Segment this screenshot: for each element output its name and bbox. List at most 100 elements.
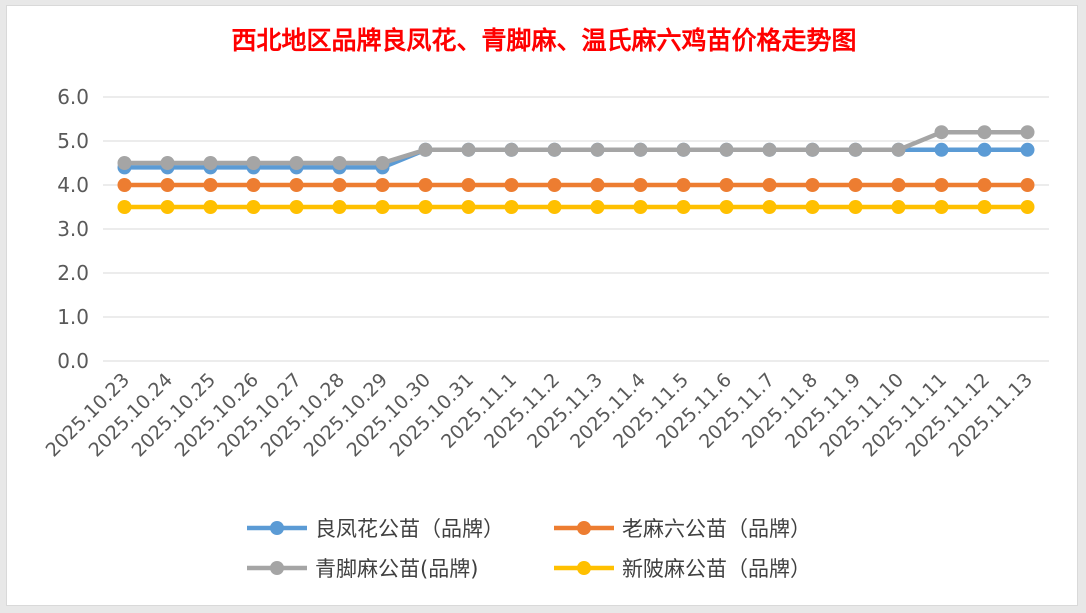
data-point [504,178,519,192]
y-tick-label: 4.0 [57,173,89,197]
legend-swatch-marker [270,521,284,535]
data-point [375,200,390,214]
legend-swatch-marker [270,561,284,575]
data-point [590,142,605,157]
data-point [203,178,218,192]
data-point [246,156,261,170]
legend-item: 老麻六公苗（品牌） [554,517,811,541]
data-point [977,142,992,157]
data-point [977,178,992,192]
data-point [160,178,175,192]
data-point [891,142,906,157]
data-point [289,200,304,214]
data-point [203,200,218,214]
legend-label: 良凤花公苗（品牌） [315,517,504,541]
data-point [977,125,992,140]
data-point [719,200,734,214]
legend-label: 新陂麻公苗（品牌） [622,557,811,581]
data-point [504,142,519,157]
data-point [762,178,777,192]
legend-label: 青脚麻公苗(品牌) [315,557,478,581]
data-point [160,200,175,214]
data-point [289,178,304,192]
data-point [160,156,175,170]
legend-item: 良凤花公苗（品牌） [247,517,504,541]
data-point [332,156,347,170]
series-line [124,129,1028,166]
data-point [633,142,648,157]
data-point [418,200,433,214]
data-point [375,156,390,170]
data-point [848,142,863,157]
data-point [934,142,949,157]
data-point [1020,200,1035,214]
data-point [934,125,949,140]
series-1 [117,178,1035,192]
data-point [676,200,691,214]
data-point [848,200,863,214]
data-point [762,142,777,157]
y-tick-label: 5.0 [57,129,89,153]
data-point [461,178,476,192]
y-tick-label: 0.0 [57,349,89,373]
y-tick-label: 3.0 [57,217,89,241]
data-point [461,142,476,157]
data-point [117,200,132,214]
data-point [332,178,347,192]
data-point [547,178,562,192]
data-point [418,178,433,192]
data-point [504,200,519,214]
data-point [633,178,648,192]
data-point [934,178,949,192]
data-point [203,156,218,170]
data-point [934,200,949,214]
legend: 良凤花公苗（品牌） 老麻六公苗（品牌） 青脚麻公苗(品牌) 新陂麻公苗（品牌） [247,517,811,581]
data-point [719,142,734,157]
data-point [117,178,132,192]
y-tick-label: 1.0 [57,305,89,329]
data-point [676,178,691,192]
y-tick-label: 2.0 [57,261,89,285]
data-point [1020,125,1035,140]
y-tick-label: 6.0 [57,85,89,109]
data-point [805,178,820,192]
data-point [246,200,261,214]
data-point [375,178,390,192]
line-chart: 西北地区品牌良凤花、青脚麻、温氏麻六鸡苗价格走势图 0.0 1.0 2.0 3.0 4.… [42,26,1049,581]
legend-swatch-marker [577,521,591,535]
data-point [289,156,304,170]
legend-item: 青脚麻公苗(品牌) [247,557,478,581]
data-point [590,178,605,192]
data-point [805,200,820,214]
y-axis-ticks: 0.0 1.0 2.0 3.0 4.0 5.0 6.0 [57,85,89,373]
chart-title: 西北地区品牌良凤花、青脚麻、温氏麻六鸡苗价格走势图 [231,26,856,55]
data-point [848,178,863,192]
data-point [547,142,562,157]
data-point [719,178,734,192]
data-point [805,142,820,157]
data-point [246,178,261,192]
data-point [1020,178,1035,192]
data-point [891,200,906,214]
legend-item: 新陂麻公苗（品牌） [554,557,811,581]
legend-label: 老麻六公苗（品牌） [622,517,811,541]
data-point [633,200,648,214]
data-point [1020,142,1035,157]
data-point [117,156,132,170]
data-point [676,142,691,157]
data-point [547,200,562,214]
data-point [762,200,777,214]
series-3 [117,200,1035,214]
data-point [332,200,347,214]
data-point [590,200,605,214]
data-point [461,200,476,214]
chart-frame: 西北地区品牌良凤花、青脚麻、温氏麻六鸡苗价格走势图 0.0 1.0 2.0 3.0 4.… [6,5,1078,606]
data-point [977,200,992,214]
legend-swatch-marker [577,561,591,575]
series-group [117,125,1035,214]
x-axis-ticks: 2025.10.232025.10.242025.10.252025.10.26… [42,369,1037,461]
gridlines [103,96,1049,362]
data-point [891,178,906,192]
data-point [418,142,433,157]
series-2 [117,125,1035,170]
